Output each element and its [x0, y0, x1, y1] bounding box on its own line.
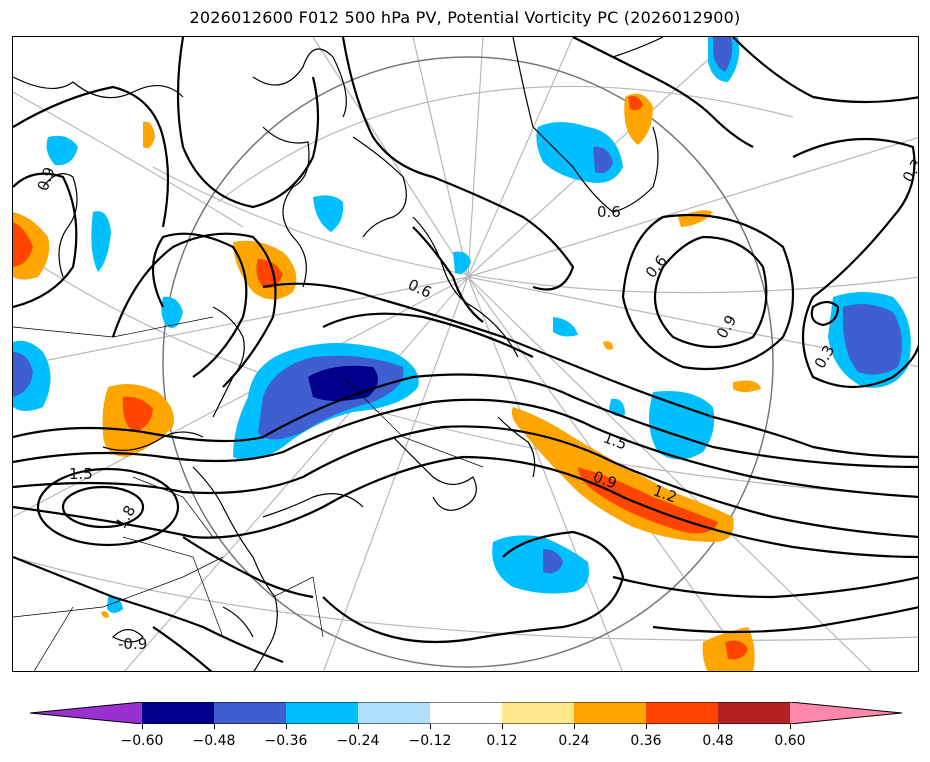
colorbar-tick — [430, 724, 431, 729]
pv-contours — [13, 37, 918, 671]
colorbar-bin — [502, 702, 575, 724]
colorbar-tick — [358, 724, 359, 729]
contour-label: 1.8 — [112, 502, 140, 532]
contour-label: 0.6 — [597, 203, 621, 221]
plot-title: 2026012600 F012 500 hPa PV, Potential Vo… — [189, 8, 741, 27]
contour-label: 0.3 — [899, 156, 919, 186]
contour-label: -0.9 — [118, 635, 147, 653]
colorbar-tick — [286, 724, 287, 729]
colorbar-tick-label: 0.48 — [702, 733, 734, 749]
colorbar-tick — [142, 724, 143, 729]
colorbar-bins — [142, 702, 791, 724]
map-panel: -0.9 1.5 1.8 0.6 0.6 0.9 0.3 1.5 1.2 0.9… — [12, 36, 919, 672]
colorbar-tick — [574, 724, 575, 729]
colorbar-bin — [214, 702, 287, 724]
contour-label: 0.6 — [405, 275, 434, 301]
colorbar — [30, 702, 902, 724]
colorbar-bin — [286, 702, 359, 724]
colorbar-extend-low — [30, 702, 142, 724]
latitude-circle — [162, 56, 774, 668]
colorbar-tick-label: −0.36 — [264, 733, 308, 749]
colorbar-tick-label: 0.36 — [630, 733, 662, 749]
colorbar-tick-label: −0.60 — [120, 733, 164, 749]
colorbar-tick-label: 0.60 — [774, 733, 806, 749]
colorbar-tick-label: −0.48 — [192, 733, 236, 749]
map-canvas: -0.9 1.5 1.8 0.6 0.6 0.9 0.3 1.5 1.2 0.9… — [13, 37, 919, 671]
colorbar-tick-label: 0.24 — [558, 733, 590, 749]
contour-label: 0.6 — [642, 252, 671, 282]
colorbar-tick — [646, 724, 647, 729]
colorbar-tick — [790, 724, 791, 729]
colorbar-tick-label: −0.24 — [336, 733, 380, 749]
contour-label: 0.9 — [34, 165, 59, 194]
contour-label: 0.9 — [713, 312, 741, 342]
negative-pv-shading — [13, 37, 911, 613]
colorbar-tick-label: −0.12 — [408, 733, 452, 749]
contour-label: 1.5 — [601, 428, 630, 453]
colorbar-tick — [502, 724, 503, 729]
colorbar-bin — [142, 702, 215, 724]
colorbar-bin — [646, 702, 719, 724]
colorbar-tick-label: 0.12 — [486, 733, 518, 749]
colorbar-bin — [574, 702, 647, 724]
colorbar-bin — [430, 702, 503, 724]
colorbar-bin — [718, 702, 791, 724]
colorbar-extend-high — [790, 702, 902, 724]
contour-label: 1.5 — [69, 465, 93, 483]
colorbar-tick — [718, 724, 719, 729]
colorbar-tick — [214, 724, 215, 729]
colorbar-bin — [358, 702, 431, 724]
